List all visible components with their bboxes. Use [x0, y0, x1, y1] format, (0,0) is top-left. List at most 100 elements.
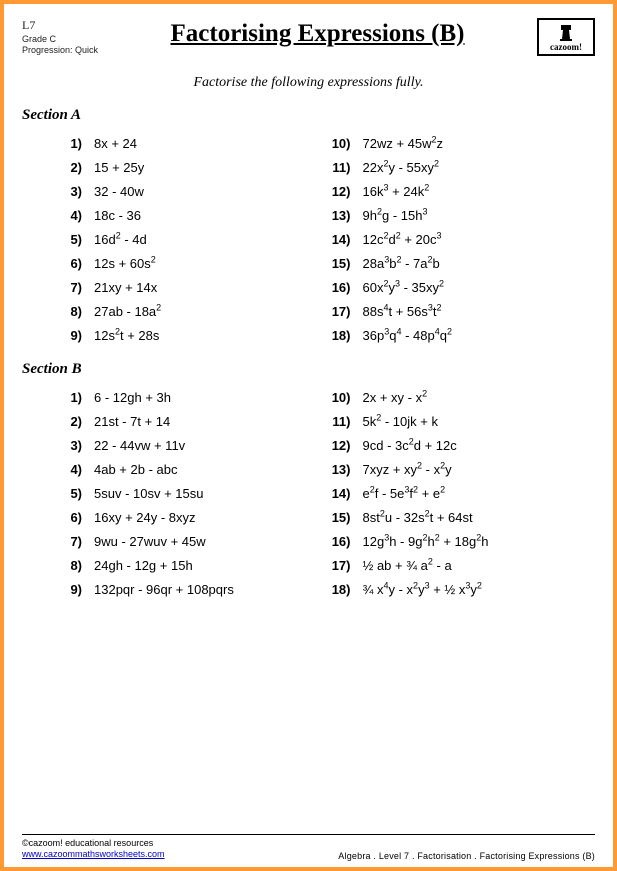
problem-number: 2) [58, 160, 88, 175]
problem-expression: 12s2t + 28s [88, 328, 159, 343]
problem-expression: 12c2d2 + 20c3 [357, 232, 442, 247]
progression-label: Progression: Quick [22, 45, 98, 57]
problem-row: 4)18c - 36 [58, 208, 327, 223]
problem-number: 7) [58, 534, 88, 549]
problem-expression: ¾ x4y - x2y3 + ½ x3y2 [357, 582, 482, 597]
problem-expression: 60x2y3 - 35xy2 [357, 280, 445, 295]
footer-left: ©cazoom! educational resources www.cazoo… [22, 838, 165, 861]
problem-expression: 12g3h - 9g2h2 + 18g2h [357, 534, 489, 549]
problem-expression: 6 - 12gh + 3h [88, 390, 171, 405]
problem-expression: 12s + 60s2 [88, 256, 156, 271]
problem-number: 13) [327, 208, 357, 223]
problem-row: 6)12s + 60s2 [58, 256, 327, 271]
problem-number: 3) [58, 438, 88, 453]
problem-row: 12)9cd - 3c2d + 12c [327, 438, 596, 453]
problem-row: 9)12s2t + 28s [58, 328, 327, 343]
problem-row: 3)22 - 44vw + 11v [58, 438, 327, 453]
problem-number: 1) [58, 136, 88, 151]
problem-number: 8) [58, 558, 88, 573]
problem-row: 13)7xyz + xy2 - x2y [327, 462, 596, 477]
problem-row: 12)16k3 + 24k2 [327, 184, 596, 199]
problems-column: 1)8x + 242)15 + 25y3)32 - 40w4)18c - 365… [58, 136, 327, 343]
problem-number: 12) [327, 438, 357, 453]
problem-expression: 9h2g - 15h3 [357, 208, 428, 223]
problems-grid: 1)8x + 242)15 + 25y3)32 - 40w4)18c - 365… [22, 136, 595, 343]
problem-expression: 15 + 25y [88, 160, 144, 175]
page-title: Factorising Expressions (B) [98, 20, 537, 48]
problem-row: 15)8st2u - 32s2t + 64st [327, 510, 596, 525]
problem-number: 16) [327, 534, 357, 549]
instruction-text: Factorise the following expressions full… [22, 75, 595, 91]
problem-row: 9)132pqr - 96qr + 108pqrs [58, 582, 327, 597]
problem-number: 4) [58, 462, 88, 477]
problem-expression: 16k3 + 24k2 [357, 184, 430, 199]
problem-number: 6) [58, 256, 88, 271]
problem-row: 5)5suv - 10sv + 15su [58, 486, 327, 501]
problem-number: 6) [58, 510, 88, 525]
problem-expression: 36p3q4 - 48p4q2 [357, 328, 452, 343]
problem-row: 8)24gh - 12g + 15h [58, 558, 327, 573]
problem-number: 12) [327, 184, 357, 199]
problem-number: 14) [327, 232, 357, 247]
problem-row: 6)16xy + 24y - 8xyz [58, 510, 327, 525]
problem-row: 17)88s4t + 56s3t2 [327, 304, 596, 319]
problem-number: 10) [327, 136, 357, 151]
problem-number: 11) [327, 160, 357, 175]
problem-row: 11)5k2 - 10jk + k [327, 414, 596, 429]
problem-row: 14)e2f - 5e3f2 + e2 [327, 486, 596, 501]
footer-link[interactable]: www.cazoommathsworksheets.com [22, 849, 165, 859]
level-label: L7 [22, 18, 98, 34]
problem-row: 2)21st - 7t + 14 [58, 414, 327, 429]
problem-row: 10)2x + xy - x2 [327, 390, 596, 405]
problem-row: 11)22x2y - 55xy2 [327, 160, 596, 175]
problem-expression: 5k2 - 10jk + k [357, 414, 438, 429]
copyright-text: ©cazoom! educational resources [22, 838, 165, 850]
logo-icon [556, 23, 576, 43]
problem-number: 17) [327, 558, 357, 573]
footer: ©cazoom! educational resources www.cazoo… [22, 834, 595, 861]
footer-breadcrumb: Algebra . Level 7 . Factorisation . Fact… [338, 851, 595, 861]
problem-row: 18)¾ x4y - x2y3 + ½ x3y2 [327, 582, 596, 597]
problem-number: 4) [58, 208, 88, 223]
problem-expression: 21xy + 14x [88, 280, 157, 295]
problem-row: 18)36p3q4 - 48p4q2 [327, 328, 596, 343]
problem-row: 3)32 - 40w [58, 184, 327, 199]
problem-row: 5)16d2 - 4d [58, 232, 327, 247]
problem-expression: 24gh - 12g + 15h [88, 558, 193, 573]
sections: Section A1)8x + 242)15 + 25y3)32 - 40w4)… [22, 107, 595, 597]
problem-number: 17) [327, 304, 357, 319]
problems-grid: 1)6 - 12gh + 3h 2)21st - 7t + 14 3)22 - 44… [22, 390, 595, 597]
problem-expression: 132pqr - 96qr + 108pqrs [88, 582, 234, 597]
section-title: Section B [22, 361, 595, 378]
problem-expression: 8st2u - 32s2t + 64st [357, 510, 473, 525]
problem-number: 18) [327, 328, 357, 343]
problem-row: 10)72wz + 45w2z [327, 136, 596, 151]
problem-row: 1)6 - 12gh + 3h [58, 390, 327, 405]
problem-row: 4)4ab + 2b - abc [58, 462, 327, 477]
problem-number: 8) [58, 304, 88, 319]
problem-number: 13) [327, 462, 357, 477]
problem-expression: 16d2 - 4d [88, 232, 147, 247]
problem-expression: ½ ab + ¾ a2 - a [357, 558, 452, 573]
problem-row: 13)9h2g - 15h3 [327, 208, 596, 223]
problem-expression: 22x2y - 55xy2 [357, 160, 440, 175]
problem-expression: 2x + xy - x2 [357, 390, 428, 405]
problem-expression: 9wu - 27wuv + 45w [88, 534, 206, 549]
problem-expression: 9cd - 3c2d + 12c [357, 438, 457, 453]
worksheet-page: L7 Grade C Progression: Quick Factorisin… [0, 0, 617, 871]
problem-number: 7) [58, 280, 88, 295]
problem-expression: 16xy + 24y - 8xyz [88, 510, 196, 525]
grade-label: Grade C [22, 34, 98, 46]
problem-expression: 8x + 24 [88, 136, 137, 151]
brand-logo: cazoom! [537, 18, 595, 56]
problem-expression: 28a3b2 - 7a2b [357, 256, 440, 271]
problem-number: 5) [58, 486, 88, 501]
problem-number: 2) [58, 414, 88, 429]
problem-number: 16) [327, 280, 357, 295]
problem-expression: 5suv - 10sv + 15su [88, 486, 203, 501]
problem-row: 16)12g3h - 9g2h2 + 18g2h [327, 534, 596, 549]
problem-expression: e2f - 5e3f2 + e2 [357, 486, 446, 501]
problem-row: 1)8x + 24 [58, 136, 327, 151]
problem-number: 15) [327, 510, 357, 525]
problem-row: 8)27ab - 18a2 [58, 304, 327, 319]
